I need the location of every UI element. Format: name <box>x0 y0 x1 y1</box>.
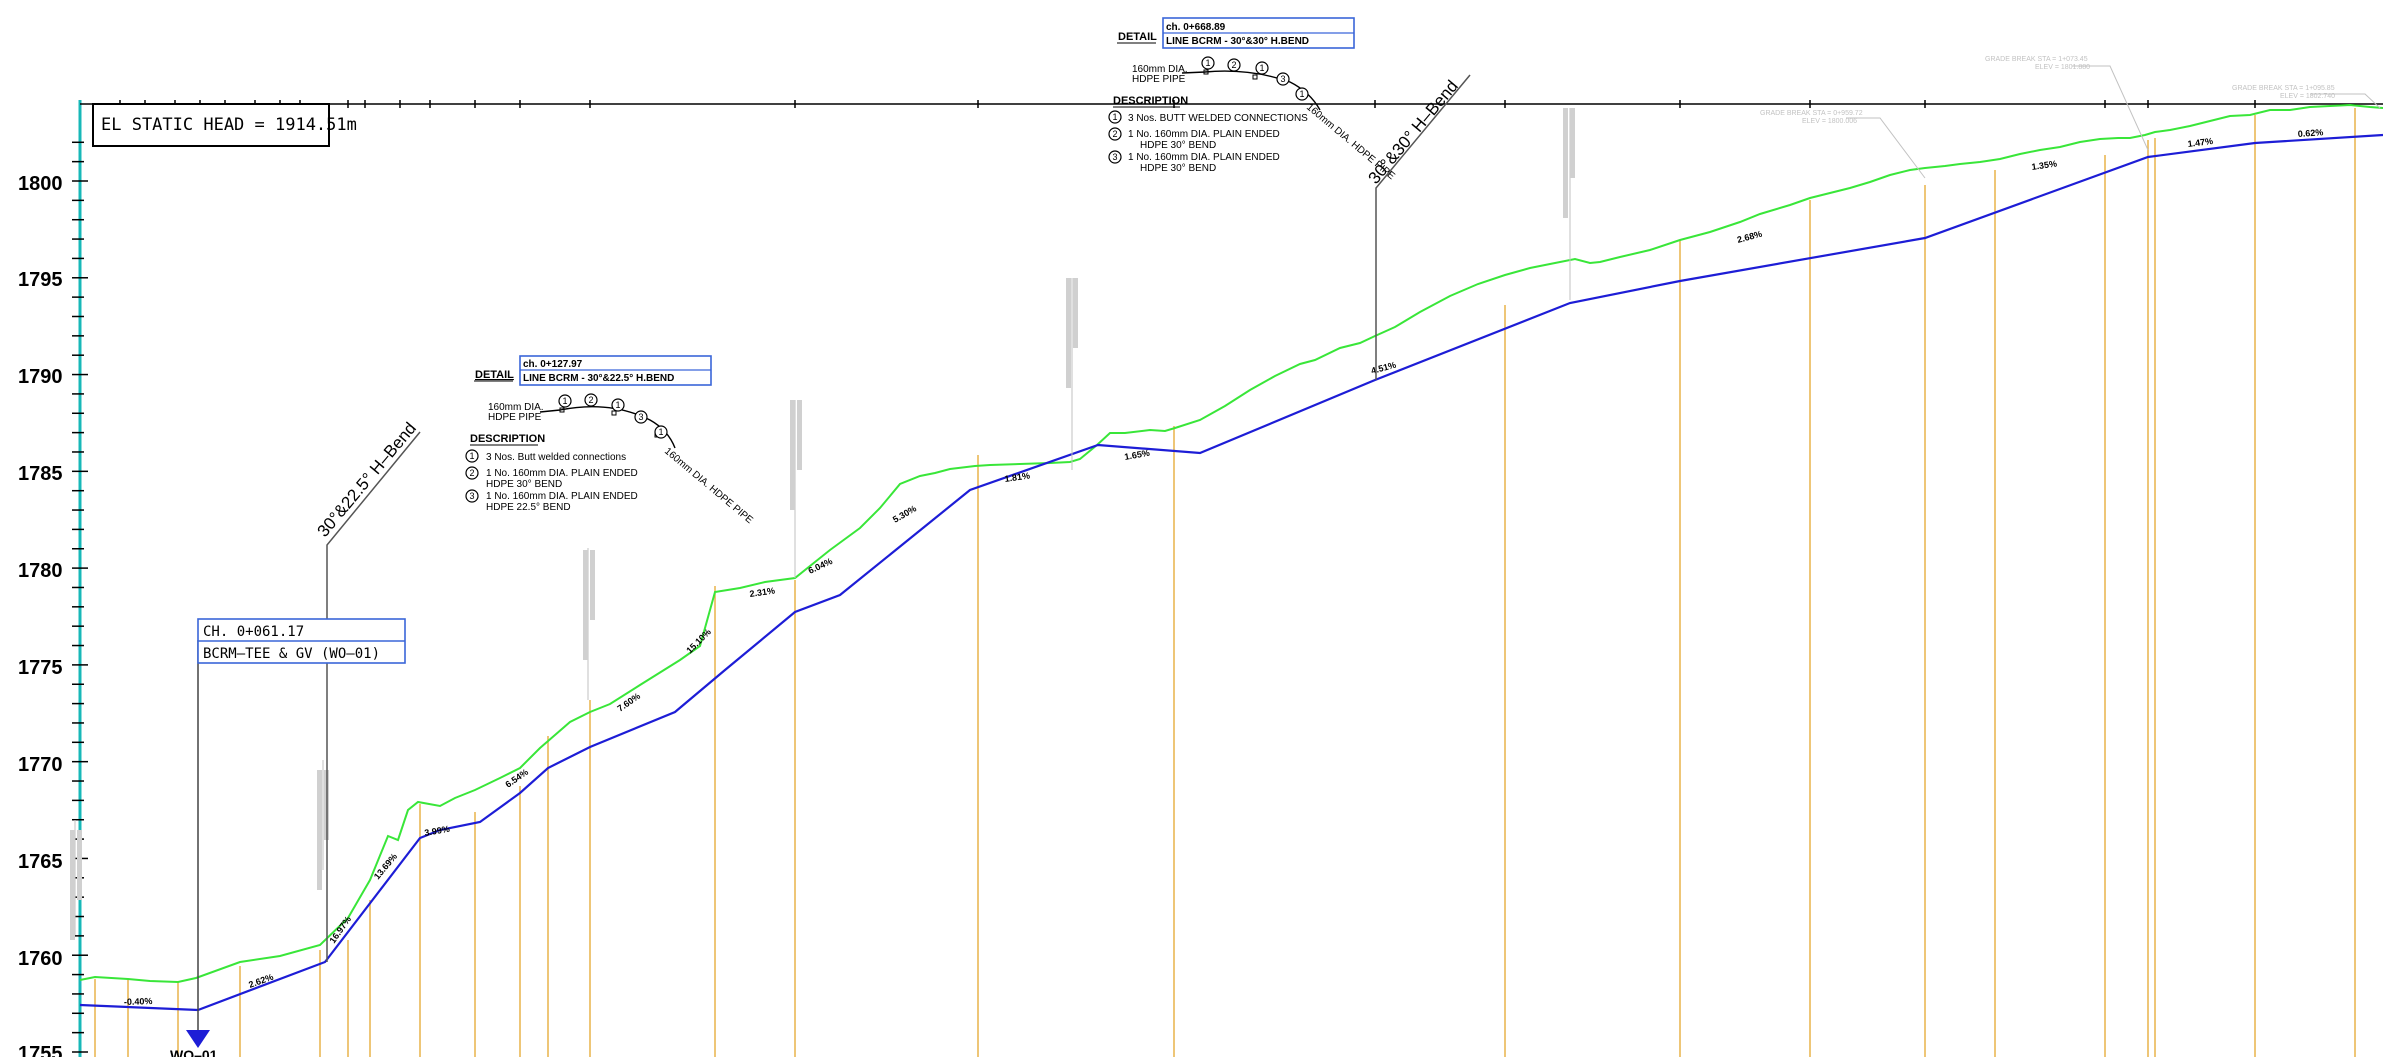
callout-circles <box>1201 56 1309 101</box>
detail-line: LINE BCRM - 30°&30° H.BEND <box>1166 36 1309 47</box>
tick-label-1755: 1755 <box>18 1043 63 1057</box>
slope-label: 1.65% <box>1124 448 1151 462</box>
tick-label-1780: 1780 <box>18 560 63 582</box>
svg-text:1: 1 <box>562 396 567 406</box>
svg-text:1: 1 <box>658 427 663 437</box>
slope-label: -0.40% <box>124 996 153 1007</box>
svg-text:3: 3 <box>638 412 643 422</box>
slope-label: 3.99% <box>424 824 451 838</box>
slope-label: 2.31% <box>749 586 776 599</box>
tick-label-1770: 1770 <box>18 754 63 776</box>
detail-line: LINE BCRM - 30°&22.5° H.BEND <box>523 373 674 384</box>
svg-text:3: 3 <box>1112 152 1117 162</box>
svg-text:2: 2 <box>1112 129 1117 139</box>
tick-label-1785: 1785 <box>18 463 63 485</box>
slope-label: 15.10% <box>684 627 713 656</box>
tick-label-1800: 1800 <box>18 173 63 195</box>
slope-labels: -0.40% 2.62% 16.97% 13.69% 3.99% 6.54% 7… <box>124 127 2324 1007</box>
elevation-tick-labels: 1800 1795 1790 1785 1780 1775 1770 1765 … <box>18 173 63 1057</box>
description-heading: DESCRIPTION <box>1113 95 1188 107</box>
station-lines <box>94 108 2356 1057</box>
slope-label: 1.81% <box>1004 471 1031 484</box>
description-item: 1 No. 160mm DIA. PLAIN ENDED <box>486 491 638 502</box>
pipe-label-left-2: HDPE PIPE <box>488 412 542 423</box>
detail-block-2: DETAIL ch. 0+668.89 LINE BCRM - 30°&30° … <box>1108 17 1397 182</box>
slope-label: 2.68% <box>1736 229 1763 245</box>
grade-break-label: GRADE BREAK STA = 1+073.45 <box>1985 56 2088 63</box>
svg-text:2: 2 <box>1231 60 1236 70</box>
slope-label: 7.60% <box>615 691 642 714</box>
ground-profile-line <box>79 103 2383 984</box>
detail-label: DETAIL <box>475 369 514 381</box>
pipe-label-left: 160mm DIA. <box>488 402 544 413</box>
description-item: HDPE 30° BEND <box>486 479 562 490</box>
svg-text:3: 3 <box>469 491 474 501</box>
description-item: HDPE 30° BEND <box>1140 140 1216 151</box>
description-item: 3 Nos. Butt welded connections <box>486 452 626 463</box>
slope-label: 1.35% <box>2031 159 2058 172</box>
tick-label-1775: 1775 <box>18 657 63 679</box>
tick-label-1790: 1790 <box>18 366 63 388</box>
svg-text:2: 2 <box>588 395 593 405</box>
svg-text:1: 1 <box>1205 58 1210 68</box>
pipe-label-right: 160mm DIA. HDPE PIPE <box>662 446 755 526</box>
slope-label: 5.30% <box>891 503 918 524</box>
svg-text:1: 1 <box>1112 112 1117 122</box>
grade-break-label: GRADE BREAK STA = 0+959.72 <box>1760 110 1863 117</box>
wo-description: BCRM–TEE & GV (WO–01) <box>203 646 380 662</box>
pipe-label-left: 160mm DIA. <box>1132 64 1188 75</box>
description-heading: DESCRIPTION <box>470 433 545 445</box>
grade-break-label: GRADE BREAK STA = 1+095.85 <box>2232 85 2335 92</box>
description-item: HDPE 22.5° BEND <box>486 502 571 513</box>
pipe-label-right: 160mm DIA. HDPE PIPE <box>1304 102 1397 182</box>
svg-text:3: 3 <box>1280 74 1285 84</box>
svg-text:1: 1 <box>615 400 620 410</box>
tick-label-1795: 1795 <box>18 269 63 291</box>
description-item: 3 Nos. BUTT WELDED CONNECTIONS <box>1128 113 1308 124</box>
slope-label: 1.47% <box>2187 136 2214 149</box>
bend-label-1: 30°&22.5° H–Bend <box>314 419 421 541</box>
callout-circles <box>558 393 668 439</box>
grade-break-label: ELEV = 1802.740 <box>2280 93 2335 100</box>
static-head-label: EL STATIC HEAD = 1914.51m <box>101 115 357 135</box>
detail-block-1: DETAIL ch. 0+127.97 LINE BCRM - 30°&22.5… <box>465 355 755 526</box>
grade-break-label: ELEV = 1800.006 <box>1802 118 1857 125</box>
tick-label-1760: 1760 <box>18 948 63 970</box>
wo-arrow-icon <box>186 1030 210 1048</box>
detail-chainage: ch. 0+668.89 <box>1166 22 1226 33</box>
pipeline-profile-line <box>79 133 2383 1012</box>
svg-text:1: 1 <box>1299 89 1304 99</box>
wo-marker-label: WO–01 <box>170 1047 218 1057</box>
detail-label: DETAIL <box>1118 31 1157 43</box>
description-item: 1 No. 160mm DIA. PLAIN ENDED <box>1128 129 1280 140</box>
grade-break-annotations: GRADE BREAK STA = 1+073.45 ELEV = 1801.8… <box>70 56 2381 940</box>
wo-callout: CH. 0+061.17 BCRM–TEE & GV (WO–01) WO–01 <box>170 618 406 1057</box>
description-item: 1 No. 160mm DIA. PLAIN ENDED <box>1128 152 1280 163</box>
wo-chainage: CH. 0+061.17 <box>203 624 304 640</box>
tick-label-1765: 1765 <box>18 851 63 873</box>
top-ruler <box>80 100 2383 108</box>
description-item: 1 No. 160mm DIA. PLAIN ENDED <box>486 468 638 479</box>
pipe-label-left-2: HDPE PIPE <box>1132 74 1186 85</box>
description-item: HDPE 30° BEND <box>1140 163 1216 174</box>
svg-text:1: 1 <box>1259 63 1264 73</box>
slope-label: 0.62% <box>2297 127 2323 139</box>
grade-break-label: ELEV = 1801.880 <box>2035 64 2090 71</box>
svg-text:1: 1 <box>469 451 474 461</box>
static-head-box: EL STATIC HEAD = 1914.51m <box>92 103 357 147</box>
svg-text:2: 2 <box>469 468 474 478</box>
detail-chainage: ch. 0+127.97 <box>523 359 583 370</box>
